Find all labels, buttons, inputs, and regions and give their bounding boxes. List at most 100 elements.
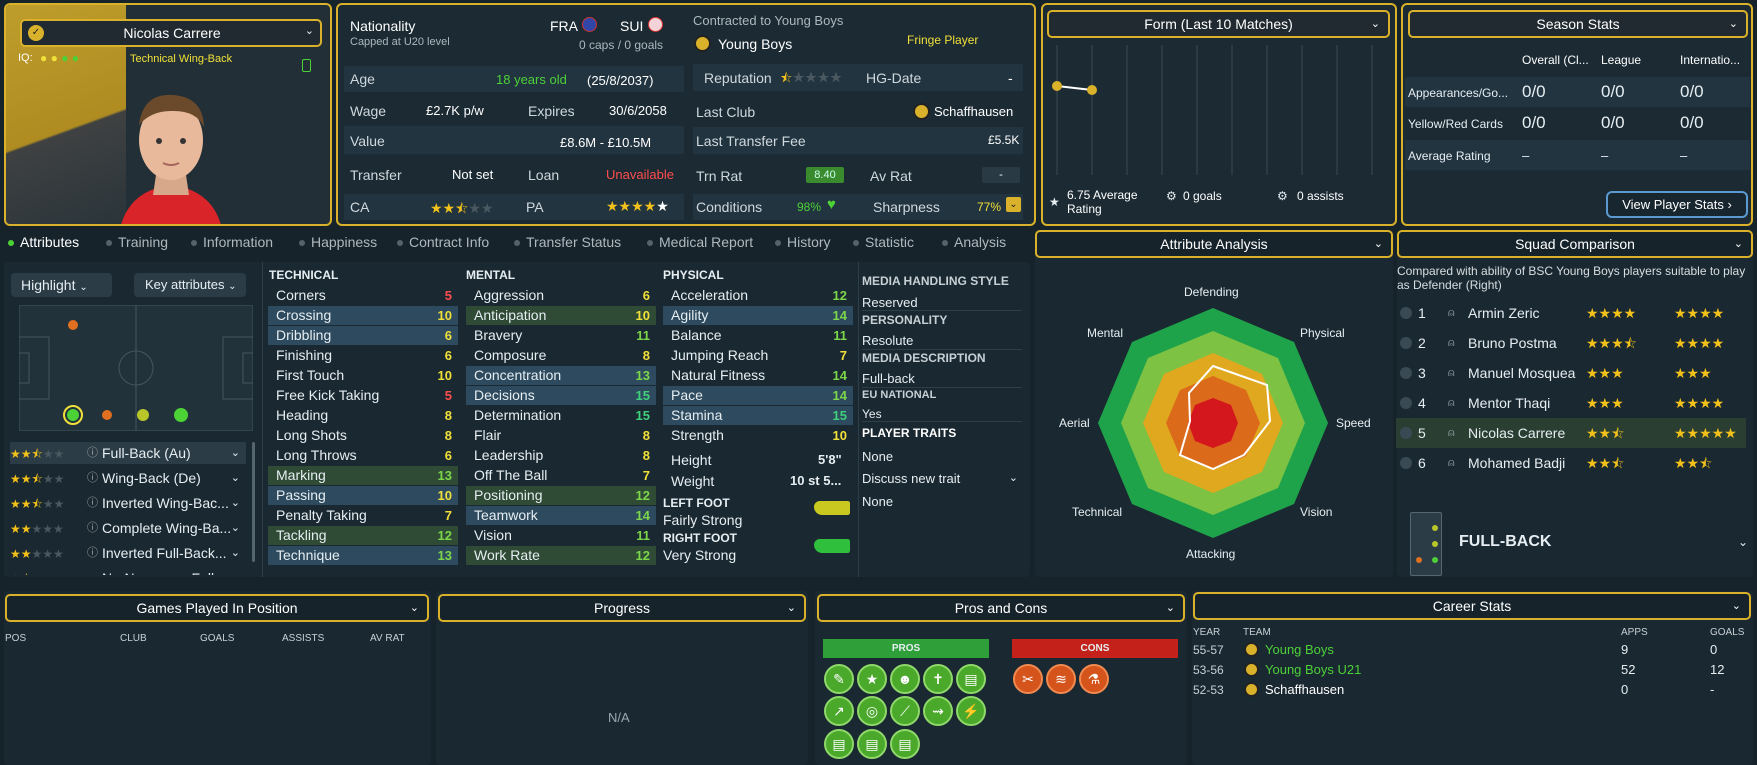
tab-statistic[interactable]: Statistic bbox=[853, 234, 914, 250]
attribute-row[interactable]: Long Shots 8 bbox=[268, 426, 458, 445]
attribute-row[interactable]: Leadership 8 bbox=[466, 446, 656, 465]
squad-row[interactable]: 5 ⍝ Nicolas Carrere ★★⯪ ★★★★★ bbox=[1396, 418, 1746, 448]
position-scrollbar[interactable] bbox=[252, 442, 255, 562]
con-trait-icon[interactable]: ✂ bbox=[1013, 664, 1043, 694]
attribute-row[interactable]: Pace 14 bbox=[663, 386, 853, 405]
attribute-row[interactable]: Concentration 13 bbox=[466, 366, 656, 385]
discuss-trait-dropdown[interactable]: Discuss new trait ⌄ bbox=[862, 471, 1022, 491]
tab-analysis[interactable]: Analysis bbox=[942, 234, 1006, 250]
attribute-row[interactable]: Free Kick Taking 5 bbox=[268, 386, 458, 405]
tackle-icon[interactable]: ⚡ bbox=[956, 696, 986, 726]
attribute-row[interactable]: Determination 15 bbox=[466, 406, 656, 425]
view-player-stats-button[interactable]: View Player Stats › bbox=[1606, 191, 1748, 218]
nation-sui[interactable]: SUI bbox=[620, 18, 644, 34]
games-played-dropdown[interactable]: Games Played In Position ⌄ bbox=[5, 594, 429, 622]
form-dropdown[interactable]: Form (Last 10 Matches) ⌄ bbox=[1047, 10, 1390, 38]
attribute-row[interactable]: Stamina 15 bbox=[663, 406, 853, 425]
signpost-icon[interactable]: ✝ bbox=[923, 664, 953, 694]
attribute-row[interactable]: Aggression 6 bbox=[466, 286, 656, 305]
tab-information[interactable]: Information bbox=[191, 234, 273, 250]
attribute-row[interactable]: Positioning 12 bbox=[466, 486, 656, 505]
contract-club[interactable]: Young Boys bbox=[718, 36, 793, 52]
attribute-row[interactable]: Acceleration 12 bbox=[663, 286, 853, 305]
clipboard-icon[interactable]: ▤ bbox=[956, 664, 986, 694]
attribute-row[interactable]: Flair 8 bbox=[466, 426, 656, 445]
tab-transfer-status[interactable]: Transfer Status bbox=[514, 234, 621, 250]
position-role-row[interactable]: ★★★★★ ⓘ Complete Wing-Ba... ⌄ bbox=[10, 517, 246, 539]
clipboard-icon[interactable]: ▤ bbox=[857, 729, 887, 759]
brain-icon[interactable]: ☻ bbox=[890, 664, 920, 694]
last-club-value[interactable]: Schaffhausen bbox=[934, 104, 1014, 119]
attribute-row[interactable]: Dribbling 6 bbox=[268, 326, 458, 345]
squad-row[interactable]: 2 ⍝ Bruno Postma ★★★⯪ ★★★★ bbox=[1396, 328, 1746, 358]
clipboard-icon[interactable]: ▤ bbox=[824, 729, 854, 759]
squad-row[interactable]: 3 ⍝ Manuel Mosquea ★★★ ★★★ bbox=[1396, 358, 1746, 388]
career-stats-dropdown[interactable]: Career Stats ⌄ bbox=[1193, 592, 1751, 620]
attribute-row[interactable]: Balance 11 bbox=[663, 326, 853, 345]
career-team[interactable]: Young Boys bbox=[1265, 642, 1334, 657]
tab-contract-info[interactable]: Contract Info bbox=[397, 234, 489, 250]
tab-history[interactable]: History bbox=[775, 234, 831, 250]
attribute-row[interactable]: Decisions 15 bbox=[466, 386, 656, 405]
position-role-row[interactable]: ★⯪ No-Nonsense Full... bbox=[10, 567, 246, 575]
attribute-row[interactable]: Vision 11 bbox=[466, 526, 656, 545]
attribute-row[interactable]: Technique 13 bbox=[268, 546, 458, 565]
squad-comparison-dropdown[interactable]: Squad Comparison ⌄ bbox=[1397, 230, 1753, 258]
star-icon[interactable]: ★ bbox=[857, 664, 887, 694]
spring-icon[interactable]: ≋ bbox=[1046, 664, 1076, 694]
career-team[interactable]: Young Boys U21 bbox=[1265, 662, 1362, 677]
attribute-row[interactable]: Jumping Reach 7 bbox=[663, 346, 853, 365]
pro-trait-icon[interactable]: ✎ bbox=[824, 664, 854, 694]
position-role-row[interactable]: ★★⯪★★ ⓘ Wing-Back (De) ⌄ bbox=[10, 467, 246, 489]
radio-icon[interactable] bbox=[1400, 427, 1412, 439]
attribute-row[interactable]: Natural Fitness 14 bbox=[663, 366, 853, 385]
radio-icon[interactable] bbox=[1400, 337, 1412, 349]
attribute-row[interactable]: Passing 10 bbox=[268, 486, 458, 505]
season-dropdown[interactable]: Season Stats ⌄ bbox=[1408, 10, 1748, 38]
clipboard-icon[interactable]: ▤ bbox=[890, 729, 920, 759]
attribute-row[interactable]: Marking 13 bbox=[268, 466, 458, 485]
attribute-row[interactable]: Penalty Taking 7 bbox=[268, 506, 458, 525]
squad-row[interactable]: 1 ⍝ Armin Zeric ★★★★ ★★★★ bbox=[1396, 298, 1746, 328]
trend-up-icon[interactable]: ↗ bbox=[824, 696, 854, 726]
attribute-row[interactable]: Finishing 6 bbox=[268, 346, 458, 365]
squad-row[interactable]: 4 ⍝ Mentor Thaqi ★★★ ★★★★ bbox=[1396, 388, 1746, 418]
attribute-row[interactable]: Long Throws 6 bbox=[268, 446, 458, 465]
attribute-row[interactable]: Bravery 11 bbox=[466, 326, 656, 345]
attribute-row[interactable]: Off The Ball 7 bbox=[466, 466, 656, 485]
attribute-row[interactable]: Composure 8 bbox=[466, 346, 656, 365]
boot-icon[interactable]: ⟋ bbox=[890, 696, 920, 726]
flask-icon[interactable]: ⚗ bbox=[1079, 664, 1109, 694]
key-attributes-dropdown[interactable]: Key attributes ⌄ bbox=[134, 273, 246, 297]
attribute-row[interactable]: Corners 5 bbox=[268, 286, 458, 305]
chevron-down-icon[interactable]: ⌄ bbox=[1738, 535, 1749, 549]
tab-training[interactable]: Training bbox=[106, 234, 168, 250]
pros-cons-dropdown[interactable]: Pros and Cons ⌄ bbox=[817, 594, 1185, 622]
career-team[interactable]: Schaffhausen bbox=[1265, 682, 1345, 697]
nation-fra[interactable]: FRA bbox=[550, 18, 578, 34]
radio-icon[interactable] bbox=[1400, 367, 1412, 379]
position-role-row[interactable]: ★★★★★ ⓘ Inverted Full-Back... ⌄ bbox=[10, 542, 246, 564]
player-name-dropdown[interactable]: ✓ Nicolas Carrere ⌄ bbox=[20, 19, 322, 47]
attribute-row[interactable]: Crossing 10 bbox=[268, 306, 458, 325]
attribute-row[interactable]: First Touch 10 bbox=[268, 366, 458, 385]
attribute-analysis-dropdown[interactable]: Attribute Analysis ⌄ bbox=[1035, 230, 1393, 258]
target-icon[interactable]: ◎ bbox=[857, 696, 887, 726]
attribute-row[interactable]: Anticipation 10 bbox=[466, 306, 656, 325]
attribute-row[interactable]: Agility 14 bbox=[663, 306, 853, 325]
attribute-row[interactable]: Teamwork 14 bbox=[466, 506, 656, 525]
attribute-row[interactable]: Tackling 12 bbox=[268, 526, 458, 545]
radio-icon[interactable] bbox=[1400, 457, 1412, 469]
tab-medical-report[interactable]: Medical Report bbox=[647, 234, 753, 250]
radio-icon[interactable] bbox=[1400, 397, 1412, 409]
radio-icon[interactable] bbox=[1400, 307, 1412, 319]
pass-icon[interactable]: ⇝ bbox=[923, 696, 953, 726]
tab-attributes[interactable]: Attributes bbox=[8, 234, 79, 250]
position-role-row[interactable]: ★★⯪★★ ⓘ Inverted Wing-Bac... ⌄ bbox=[10, 492, 246, 514]
squad-row[interactable]: 6 ⍝ Mohamed Badji ★★⯪ ★★⯪ bbox=[1396, 448, 1746, 478]
position-role-row[interactable]: ★★⯪★★ ⓘ Full-Back (Au) ⌄ bbox=[10, 442, 246, 464]
attribute-row[interactable]: Strength 10 bbox=[663, 426, 853, 445]
tab-happiness[interactable]: Happiness bbox=[299, 234, 377, 250]
progress-dropdown[interactable]: Progress ⌄ bbox=[438, 594, 806, 622]
attribute-row[interactable]: Heading 8 bbox=[268, 406, 458, 425]
